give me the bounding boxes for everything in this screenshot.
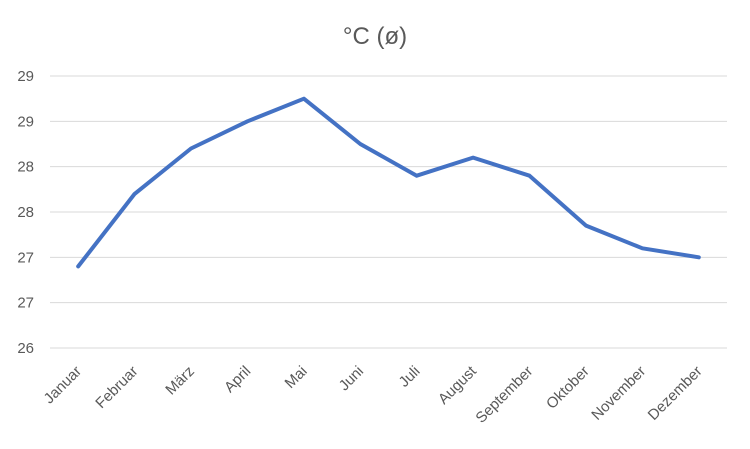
x-axis-ticks: Januar Februar März April Mai Juni Juli AugustS…: [41, 362, 706, 426]
x-tick-label: Oktober: [543, 363, 593, 413]
x-tick-label: Juni: [336, 363, 367, 394]
x-tick-label: Mai: [282, 363, 311, 392]
y-tick-label: 27: [17, 295, 34, 312]
x-tick-label: September: [472, 363, 536, 427]
x-tick-label: April: [221, 363, 254, 396]
gridlines: [50, 75, 727, 349]
x-tick-label: Februar: [92, 363, 141, 412]
series-line: [76, 96, 701, 269]
series-layer: [76, 96, 701, 269]
y-tick-label: 27: [17, 249, 34, 266]
y-tick-label: 28: [17, 159, 34, 176]
y-tick-label: 29: [17, 68, 34, 85]
x-tick-label: März: [162, 363, 198, 399]
x-tick-label: Juli: [396, 363, 424, 391]
y-tick-label: 26: [17, 340, 34, 357]
x-tick-label: Dezember: [645, 363, 706, 424]
y-tick-label: 28: [17, 204, 34, 221]
x-tick-label: November: [588, 363, 649, 424]
y-axis-ticks: 26 27 27 28 28 29 29: [17, 68, 34, 357]
x-tick-label: August: [435, 362, 481, 408]
chart-title: °C (ø): [343, 23, 407, 50]
x-tick-label: Januar: [41, 363, 85, 407]
y-tick-label: 29: [17, 113, 34, 130]
